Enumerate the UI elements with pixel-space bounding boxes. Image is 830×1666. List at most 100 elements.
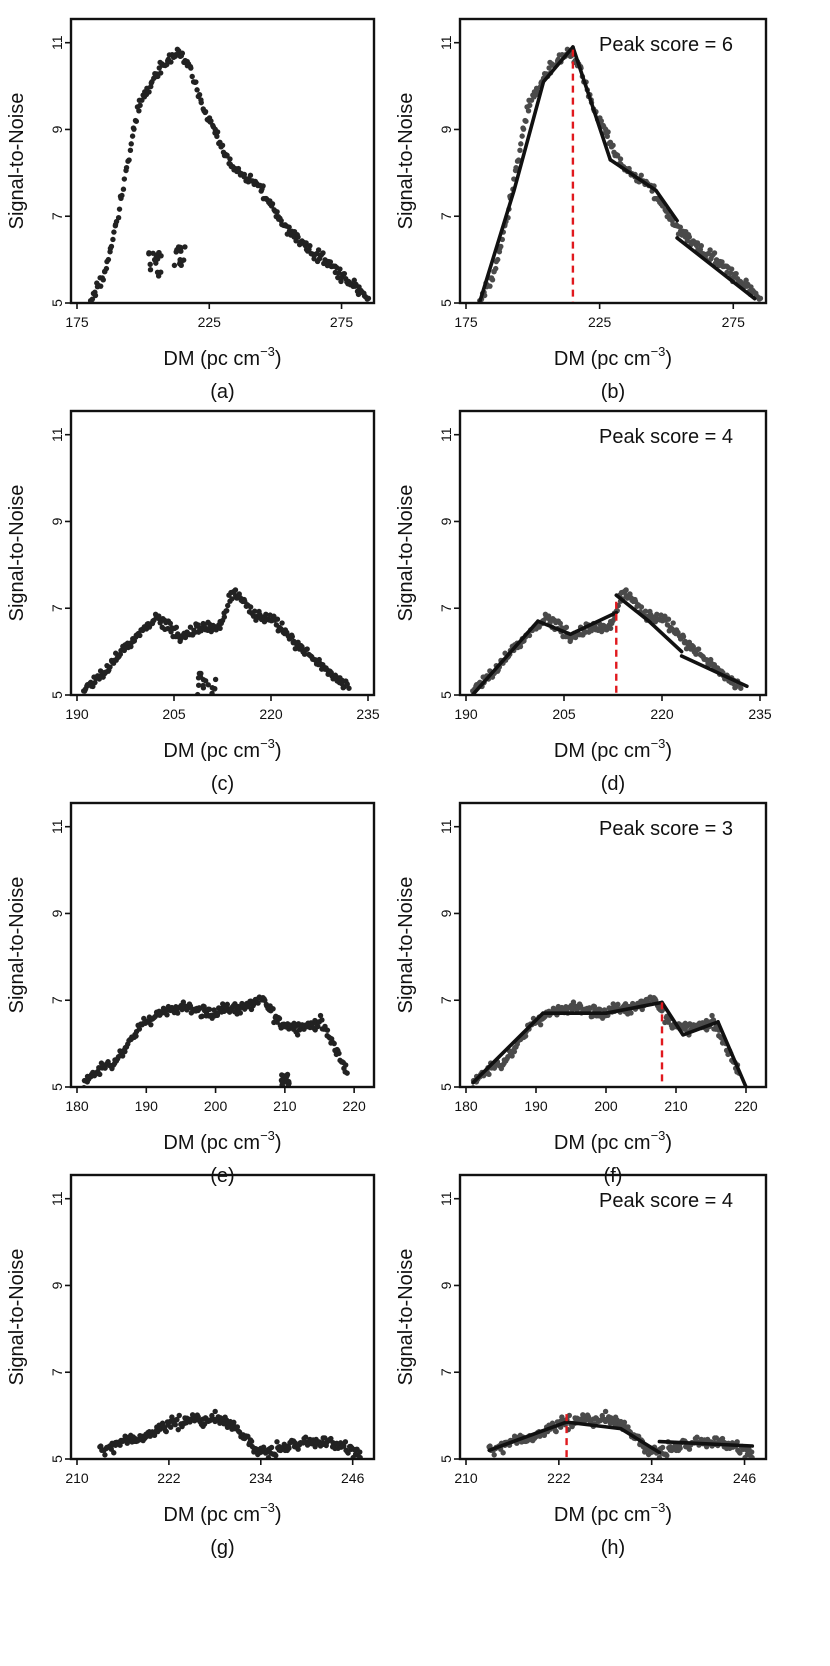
data-point	[345, 1450, 351, 1456]
chart-panel-b: 5 7 9 11 175 225 275 Signal-to-Noise DM (pc cm−3…	[395, 17, 768, 403]
y-tick-label: 5	[438, 1455, 454, 1463]
x-axis-label-unit: (pc cm	[591, 348, 651, 370]
data-point-cluster	[177, 257, 183, 263]
fit-segment-line	[487, 1420, 569, 1453]
data-point	[317, 1012, 324, 1019]
data-point	[255, 1000, 261, 1006]
x-tick-label: 210	[65, 1470, 89, 1486]
data-point	[199, 1013, 205, 1019]
data-point	[110, 236, 116, 243]
plot-area	[97, 1408, 363, 1458]
data-point-cluster	[147, 261, 153, 268]
x-axis-label-close: )	[275, 1504, 282, 1526]
data-point	[331, 1040, 337, 1047]
plot-area	[80, 587, 352, 694]
data-point	[131, 126, 137, 132]
data-point	[748, 1449, 755, 1455]
data-point	[470, 1084, 476, 1086]
y-axis-label: Signal-to-Noise	[6, 877, 28, 1014]
chart-panel-g: 5 7 9 11 210 222 234 246 Signal-to-Noise DM (pc c…	[6, 1173, 376, 1559]
panel-label: (c)	[211, 773, 234, 795]
fit-segment-line	[608, 158, 679, 223]
data-point	[133, 1033, 139, 1039]
data-point	[680, 633, 687, 640]
y-tick-label: 9	[49, 125, 65, 133]
data-point	[260, 1444, 267, 1450]
x-axis-label: DM (pc cm−3)	[163, 1128, 281, 1154]
data-point-cluster	[176, 261, 183, 267]
data-point	[146, 89, 152, 95]
data-point	[294, 1032, 301, 1038]
x-axis-label-unit: (pc cm	[200, 348, 260, 370]
data-point-cluster	[200, 677, 207, 683]
y-tick-label: 11	[49, 1191, 65, 1206]
plot-frame	[69, 409, 376, 697]
data-point	[295, 234, 301, 240]
data-point	[509, 1053, 515, 1059]
data-point	[168, 59, 174, 65]
data-point	[695, 646, 702, 652]
x-axis-label-exponent: −3	[260, 736, 275, 751]
plot-area	[477, 45, 764, 302]
data-point-cluster	[209, 690, 215, 694]
data-point	[187, 624, 194, 630]
data-point	[341, 270, 348, 277]
data-point	[491, 1065, 498, 1071]
data-point	[495, 256, 501, 263]
data-point	[120, 186, 127, 192]
y-tick-label: 5	[49, 1455, 65, 1463]
data-point	[251, 608, 258, 614]
data-point	[525, 108, 532, 114]
data-point	[274, 1439, 280, 1445]
chart-panel-d: 5 7 9 11 190 205 220 235 Signal-to-Noise DM (pc c…	[395, 409, 772, 795]
x-axis-label-unit: (pc cm	[591, 740, 651, 762]
x-tick-label: 210	[454, 1470, 478, 1486]
fit-segment-line	[571, 45, 613, 162]
data-point	[157, 70, 164, 76]
x-tick-label: 200	[204, 1098, 228, 1114]
data-point	[301, 651, 308, 657]
data-point	[749, 1454, 755, 1458]
data-point	[537, 1021, 544, 1028]
data-point	[176, 1412, 182, 1419]
data-point	[303, 240, 309, 246]
x-tick-label: 235	[356, 706, 380, 722]
data-point	[743, 277, 749, 283]
data-point	[225, 602, 231, 609]
data-point	[519, 133, 525, 139]
data-point	[491, 1452, 497, 1458]
data-point	[315, 247, 322, 253]
data-point	[289, 633, 295, 640]
x-axis-label-unit: (pc cm	[200, 1132, 260, 1154]
y-tick-label: 7	[438, 1368, 454, 1376]
data-point	[757, 295, 764, 301]
data-point	[719, 259, 725, 265]
fit-segment-line	[679, 654, 749, 689]
y-tick-label: 7	[49, 1368, 65, 1376]
data-point	[545, 613, 552, 619]
data-point	[546, 65, 552, 71]
data-point	[168, 1424, 174, 1430]
data-point	[623, 587, 629, 593]
peak-score-label: Peak score = 4	[599, 426, 733, 448]
data-point	[241, 171, 248, 178]
x-tick-label: 234	[640, 1470, 664, 1486]
y-tick-label: 5	[438, 691, 454, 699]
x-tick-label: 275	[722, 314, 746, 330]
x-axis-label-unit: (pc cm	[200, 740, 260, 762]
data-point	[265, 1455, 272, 1458]
data-point	[344, 1070, 350, 1076]
x-axis-label: DM (pc cm−3)	[163, 1500, 281, 1526]
data-point	[224, 1001, 231, 1008]
data-point	[487, 283, 493, 289]
data-point	[126, 157, 132, 163]
y-axis-label: Signal-to-Noise	[6, 485, 28, 622]
data-point	[319, 1017, 325, 1023]
data-point	[100, 277, 106, 283]
y-tick-label: 9	[49, 517, 65, 525]
data-point	[694, 240, 701, 246]
x-axis-label: DM (pc cm−3)	[554, 1500, 672, 1526]
data-point	[227, 156, 233, 162]
data-point	[734, 1439, 740, 1445]
data-point	[338, 278, 344, 285]
